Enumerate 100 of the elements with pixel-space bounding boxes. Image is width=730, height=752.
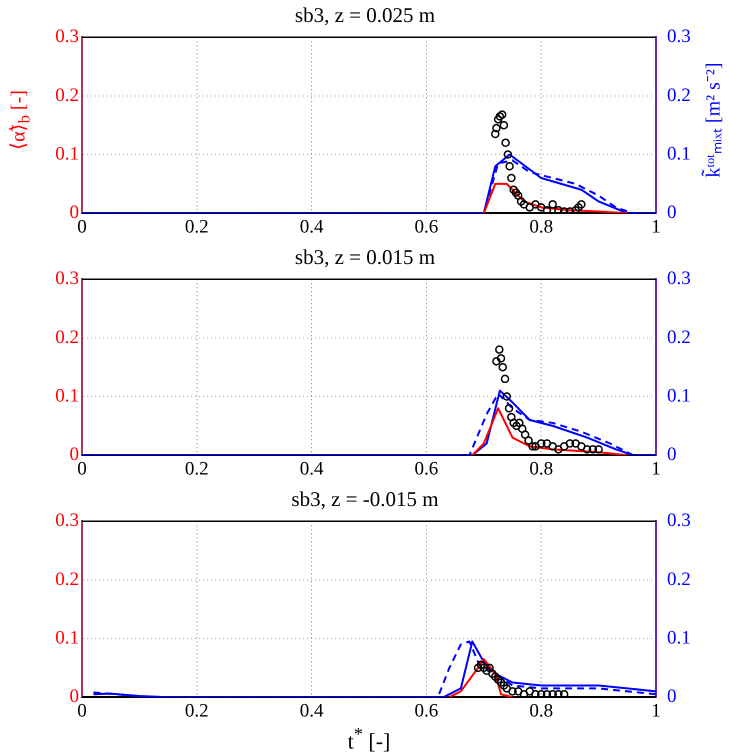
x-tick-label: 0.6 <box>414 700 438 722</box>
point <box>536 439 546 448</box>
point <box>514 687 522 696</box>
point <box>491 130 500 138</box>
point <box>566 439 574 448</box>
point <box>501 138 510 148</box>
y2-tick-label: 0 <box>667 444 676 466</box>
y2-tick-label: 0.3 <box>667 510 691 532</box>
point <box>500 374 510 384</box>
point <box>504 404 514 413</box>
y2-tick-label: 0.3 <box>667 268 691 290</box>
point <box>577 200 586 209</box>
y2-tick-label: 0.2 <box>667 84 691 106</box>
y-tick-label: 0 <box>70 202 79 224</box>
x-tick-label: 1 <box>651 458 661 480</box>
point <box>512 422 521 430</box>
y-tick-label: 0.1 <box>55 628 79 649</box>
x-tick-label: 1 <box>651 700 661 722</box>
point <box>505 162 514 171</box>
point <box>488 669 497 678</box>
point <box>509 418 518 428</box>
point <box>498 362 507 372</box>
chart-title: sb3, z = -0.015 m <box>291 487 439 512</box>
point <box>554 445 563 454</box>
point <box>482 666 491 676</box>
point <box>548 200 557 209</box>
point <box>504 150 512 159</box>
point <box>518 424 527 434</box>
point <box>491 672 500 681</box>
x-tick-label: 0.2 <box>184 458 209 480</box>
point <box>492 357 501 366</box>
y-tick-label: 0.2 <box>55 326 79 348</box>
point <box>498 110 506 119</box>
y2-tick-label: 0.2 <box>667 568 691 590</box>
point <box>531 442 540 451</box>
x-tick-label: 0.6 <box>414 458 438 480</box>
chart-title: sb3, z = 0.025 m <box>294 3 436 28</box>
y2-tick-label: 0.1 <box>667 144 691 165</box>
point <box>474 664 482 672</box>
point <box>500 120 508 130</box>
x-tick-label: 0.2 <box>184 700 209 722</box>
x-tick-label: 0.4 <box>300 458 324 480</box>
y2-tick-label: 0 <box>667 686 676 708</box>
x-tick-label: 0.4 <box>300 216 324 238</box>
y-tick-label: 0.2 <box>55 84 79 106</box>
point <box>574 203 583 212</box>
point <box>548 442 557 451</box>
point <box>582 445 592 454</box>
point <box>496 354 506 363</box>
point <box>476 660 486 670</box>
point <box>520 430 530 439</box>
point <box>577 442 586 451</box>
y-tick-label: 0.2 <box>55 568 79 590</box>
point <box>495 345 504 354</box>
point <box>502 684 512 693</box>
point <box>531 200 540 209</box>
point <box>494 675 502 684</box>
point <box>571 439 580 448</box>
point <box>507 174 516 182</box>
y-tick-label: 0.3 <box>55 26 79 48</box>
point <box>496 112 504 121</box>
point <box>480 664 488 672</box>
point <box>496 678 506 687</box>
x-axis-title: t$^{*}$ [-] <box>348 724 390 752</box>
point <box>494 115 502 124</box>
x-tick-label: 0.2 <box>184 216 209 238</box>
y2-axis-title: k̃ᵗᵒᵗₘᵢₓₜ [m² s⁻²] <box>700 62 726 178</box>
y2-tick-label: 0.2 <box>667 326 691 348</box>
point <box>542 439 552 448</box>
y2-tick-label: 0.1 <box>667 628 691 649</box>
point <box>508 687 517 696</box>
point <box>524 436 533 445</box>
chart-title: sb3, z = 0.015 m <box>294 245 436 270</box>
point <box>525 687 534 696</box>
point <box>594 445 603 454</box>
y2-tick-label: 0.1 <box>667 386 691 407</box>
point <box>515 418 524 428</box>
point <box>507 412 516 422</box>
point <box>509 185 518 194</box>
point <box>512 188 520 197</box>
x-tick-label: 0.8 <box>529 458 554 480</box>
point <box>502 392 512 401</box>
y-tick-label: 0.3 <box>55 268 79 290</box>
point <box>525 203 534 212</box>
y-tick-label: 0 <box>70 444 79 466</box>
point <box>588 445 598 454</box>
y2-tick-label: 0 <box>667 202 676 224</box>
x-tick-label: 0.4 <box>300 700 324 722</box>
x-tick-label: 0.8 <box>529 700 554 722</box>
point <box>560 442 568 451</box>
x-tick-label: 0.8 <box>529 216 554 238</box>
point <box>520 200 528 209</box>
point <box>536 203 546 212</box>
y-tick-label: 0.1 <box>55 386 79 407</box>
point <box>492 124 501 132</box>
point <box>485 664 494 672</box>
y-tick-label: 0.3 <box>55 510 79 532</box>
point <box>500 681 508 690</box>
point <box>514 191 522 200</box>
x-tick-label: 0.6 <box>414 216 438 238</box>
